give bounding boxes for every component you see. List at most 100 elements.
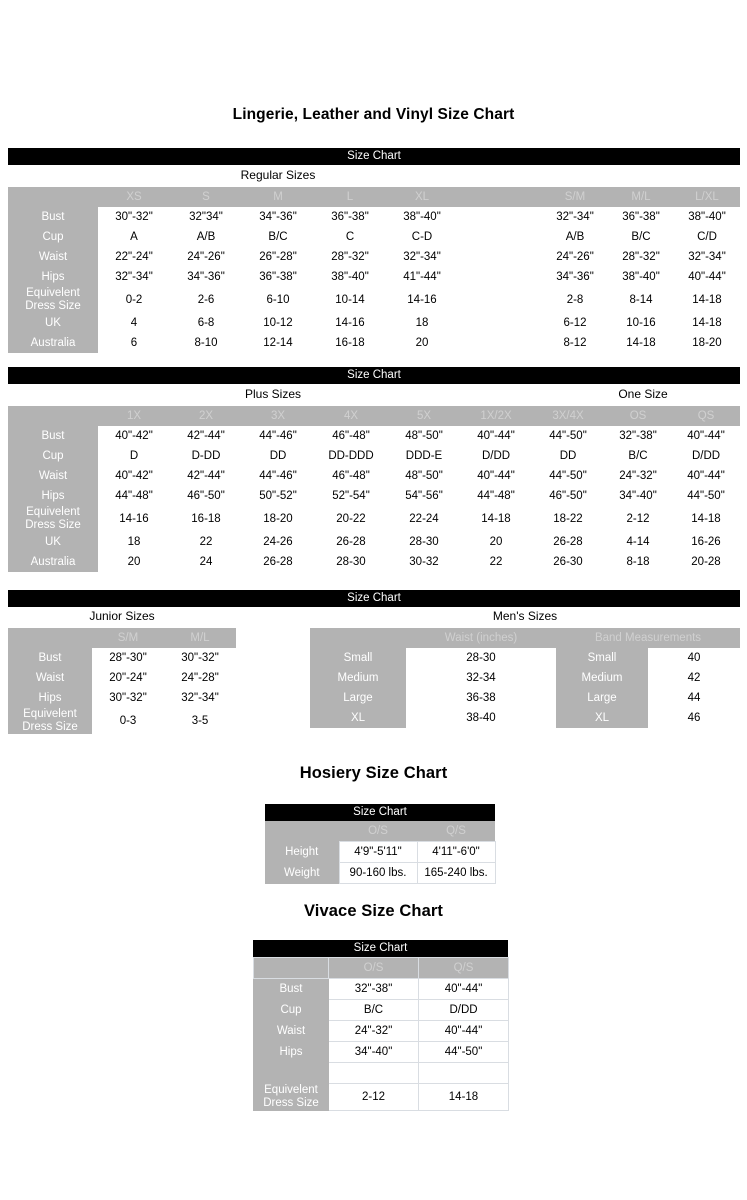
plus-cell: 14-18: [460, 506, 532, 532]
regular-cell: 8-10: [170, 333, 242, 353]
table-row: Cup A A/B B/C C C-D A/B B/C C/D: [8, 227, 740, 247]
regular-cell: 8-14: [608, 287, 674, 313]
regular-cell: A/B: [542, 227, 608, 247]
table-row: Waist 40"-42" 42"-44" 44"-46" 46"-48" 48"-50"…: [8, 466, 740, 486]
table-row: Cup D D-DD DD DD-DDD DDD-E D/DD DD B/C D/DD: [8, 446, 740, 466]
vivace-cell: 40"-44": [418, 978, 509, 1000]
table-row: Equivelent Dress Size 0-3 3-5: [8, 708, 236, 734]
regular-cell: 10-16: [608, 313, 674, 333]
regular-cell: 32"-34": [98, 267, 170, 287]
plus-cell: 42"-44": [170, 426, 242, 446]
table-row: Waist 20"-24" 24"-28": [8, 668, 236, 688]
plus-cell: 44"-48": [98, 486, 170, 506]
mens-column-header-waist: Waist (inches): [406, 628, 556, 648]
regular-column-header: S: [170, 187, 242, 207]
regular-cell: 36"-38": [608, 207, 674, 227]
plus-cell: D/DD: [460, 446, 532, 466]
regular-row-label: Waist: [8, 247, 98, 267]
junior-cell: 32"-34": [164, 688, 236, 708]
regular-cell: [458, 267, 542, 287]
table-row: Cup B/C D/DD: [253, 999, 509, 1021]
regular-cell: 38"-40": [674, 207, 740, 227]
table-row: Australia 20 24 26-28 28-30 30-32 22 26-30 8-18 2…: [8, 552, 740, 572]
regular-cell: 6-10: [242, 287, 314, 313]
regular-cell: 32"-34": [674, 247, 740, 267]
plus-column-header: 4X: [314, 406, 388, 426]
regular-cell: 10-14: [314, 287, 386, 313]
subheader-plus: Plus Sizes One Size: [8, 384, 740, 406]
regular-cell: 16-18: [314, 333, 386, 353]
size-chart-bar-regular: Size Chart: [8, 148, 740, 165]
plus-cell: DD: [532, 446, 604, 466]
junior-cell: 0-3: [92, 708, 164, 734]
hosiery-cell: 165-240 lbs.: [416, 862, 496, 884]
regular-column-header: S/M: [542, 187, 608, 207]
regular-cell: C: [314, 227, 386, 247]
mens-waist-cell: 36-38: [406, 688, 556, 708]
plus-cell: 44"-48": [460, 486, 532, 506]
mens-column-header-band: Band Measurements: [556, 628, 740, 648]
junior-cell: 24"-28": [164, 668, 236, 688]
regular-cell: 36"-38": [242, 267, 314, 287]
vivace-cell: 34"-40": [328, 1041, 419, 1063]
page-title-lingerie: Lingerie, Leather and Vinyl Size Chart: [232, 106, 515, 123]
plus-cell: 50"-52": [242, 486, 314, 506]
junior-cell: 28"-30": [92, 648, 164, 668]
plus-cell: 44"-50": [532, 426, 604, 446]
regular-row-label: Cup: [8, 227, 98, 247]
plus-cell: 48"-50": [388, 426, 460, 446]
plus-cell: 40"-44": [460, 426, 532, 446]
regular-column-header: M/L: [608, 187, 674, 207]
junior-column-header: M/L: [164, 628, 236, 648]
vivace-cell: 2-12: [328, 1083, 419, 1111]
plus-row-label: Australia: [8, 552, 98, 572]
table-row: Hips 34"-40" 44"-50": [253, 1041, 509, 1063]
junior-cell: 20"-24": [92, 668, 164, 688]
plus-cell: B/C: [604, 446, 672, 466]
regular-cell: [458, 207, 542, 227]
plus-cell: 20: [460, 532, 532, 552]
plus-cell: 46"-50": [170, 486, 242, 506]
regular-cell: 34"-36": [542, 267, 608, 287]
subheader-regular: Regular Sizes: [8, 165, 740, 187]
regular-row-label: Hips: [8, 267, 98, 287]
regular-row-label: UK: [8, 313, 98, 333]
plus-cell: 44"-50": [672, 486, 740, 506]
plus-cell: 24: [170, 552, 242, 572]
section-regular-sizes: Size Chart Regular Sizes XS S M L XL S/M M/L L/…: [8, 148, 740, 353]
plus-cell: D/DD: [672, 446, 740, 466]
vivace-cell: [328, 1062, 419, 1084]
plus-cell: 40"-42": [98, 466, 170, 486]
plus-column-header: 2X: [170, 406, 242, 426]
table-row: Waist 24"-32" 40"-44": [253, 1020, 509, 1042]
junior-row-label: Waist: [8, 668, 92, 688]
vivace-cell: 44"-50": [418, 1041, 509, 1063]
subheader-label-plus-sizes: Plus Sizes: [244, 387, 302, 401]
regular-row-label: Australia: [8, 333, 98, 353]
mens-corner-cell: [310, 628, 406, 648]
mens-band-label: Large: [556, 688, 648, 708]
regular-cell: 22"-24": [98, 247, 170, 267]
plus-cell: 44"-50": [532, 466, 604, 486]
plus-cell: 2-12: [604, 506, 672, 532]
regular-cell: [458, 333, 542, 353]
vivace-cell: D/DD: [418, 999, 509, 1021]
regular-cell: 40"-44": [674, 267, 740, 287]
regular-cell: 30"-32": [98, 207, 170, 227]
table-row: UK 18 22 24-26 26-28 28-30 20 26-28 4-14 16-26: [8, 532, 740, 552]
vivace-cell: B/C: [328, 999, 419, 1021]
regular-cell: 2-8: [542, 287, 608, 313]
regular-cell: 32"34": [170, 207, 242, 227]
vivace-cell: 32"-38": [328, 978, 419, 1000]
plus-cell: 46"-48": [314, 426, 388, 446]
regular-cell: 14-18: [674, 313, 740, 333]
regular-cell: B/C: [608, 227, 674, 247]
table-row: Equivelent Dress Size 0-2 2-6 6-10 10-14 14-16…: [8, 287, 740, 313]
plus-cell: 8-18: [604, 552, 672, 572]
regular-cell: 8-12: [542, 333, 608, 353]
table-row: Hips 44"-48" 46"-50" 50"-52" 52"-54" 54"-56" 4…: [8, 486, 740, 506]
table-vivace: O/S Q/S Bust 32"-38" 40"-44" Cup B/C D/DD Waist 2…: [253, 957, 509, 1111]
table-row: [253, 1062, 509, 1084]
plus-row-label: Waist: [8, 466, 98, 486]
regular-cell: 28"-32": [314, 247, 386, 267]
